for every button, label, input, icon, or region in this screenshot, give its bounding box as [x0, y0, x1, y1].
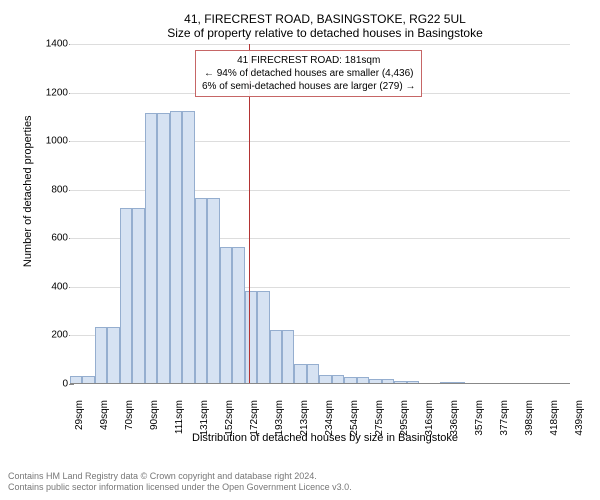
- y-tick-label: 1000: [32, 136, 68, 147]
- y-tick-mark: [69, 384, 74, 385]
- x-tick-label: 29sqm: [74, 400, 85, 430]
- histogram-bar: [182, 111, 194, 383]
- histogram-bar: [344, 377, 356, 383]
- histogram-bar: [282, 330, 294, 383]
- histogram-bar: [382, 379, 394, 383]
- chart-title-line2: Size of property relative to detached ho…: [60, 26, 590, 40]
- x-tick-label: 131sqm: [199, 400, 210, 436]
- histogram-bar: [270, 330, 282, 383]
- histogram-bar: [82, 376, 94, 383]
- x-tick-label: 336sqm: [449, 400, 460, 436]
- x-tick-label: 316sqm: [424, 400, 435, 436]
- histogram-bar: [157, 113, 169, 383]
- x-tick-label: 70sqm: [124, 400, 135, 430]
- histogram-bar: [195, 198, 207, 383]
- x-tick-label: 439sqm: [574, 400, 585, 436]
- y-tick-label: 800: [32, 184, 68, 195]
- y-axis-ticks: 0200400600800100012001400: [32, 44, 68, 383]
- histogram-bar: [70, 376, 82, 383]
- x-tick-label: 275sqm: [374, 400, 385, 436]
- x-tick-label: 49sqm: [99, 400, 110, 430]
- x-tick-label: 418sqm: [549, 400, 560, 436]
- histogram-bar: [207, 198, 219, 383]
- histogram-bar: [257, 291, 269, 383]
- histogram-bar: [132, 208, 144, 383]
- x-tick-label: 172sqm: [249, 400, 260, 436]
- histogram-bar: [394, 381, 406, 383]
- histogram-bar: [319, 375, 331, 384]
- y-tick-label: 600: [32, 233, 68, 244]
- infobox-line1: 41 FIRECREST ROAD: 181sqm: [202, 54, 415, 67]
- y-tick-label: 1400: [32, 39, 68, 50]
- chart-container: 41, FIRECREST ROAD, BASINGSTOKE, RG22 5U…: [60, 12, 590, 428]
- histogram-bar: [332, 375, 344, 384]
- footer-line1: Contains HM Land Registry data © Crown c…: [8, 471, 352, 483]
- footer-attribution: Contains HM Land Registry data © Crown c…: [8, 471, 352, 494]
- footer-line2: Contains public sector information licen…: [8, 482, 352, 494]
- x-tick-label: 357sqm: [474, 400, 485, 436]
- histogram-bar: [407, 381, 419, 383]
- histogram-bar: [232, 247, 244, 383]
- y-tick-label: 0: [32, 379, 68, 390]
- x-tick-label: 213sqm: [299, 400, 310, 436]
- histogram-bar: [307, 364, 319, 383]
- histogram-bar: [453, 382, 465, 383]
- histogram-bar: [440, 382, 452, 383]
- histogram-bar: [170, 111, 182, 383]
- histogram-bar: [120, 208, 132, 383]
- histogram-bar: [369, 379, 381, 383]
- histogram-bar: [357, 377, 369, 383]
- histogram-bar: [95, 327, 107, 383]
- plot-area: Number of detached properties 0200400600…: [70, 44, 570, 384]
- y-tick-label: 1200: [32, 87, 68, 98]
- x-axis-ticks: 29sqm 49sqm 70sqm 90sqm 111sqm 131sqm 152sqm 17…: [70, 398, 570, 438]
- info-box: 41 FIRECREST ROAD: 181sqm ← 94% of detac…: [195, 50, 422, 97]
- x-tick-label: 377sqm: [499, 400, 510, 436]
- histogram-bar: [145, 113, 157, 383]
- histogram-bar: [107, 327, 119, 383]
- infobox-line3: 6% of semi-detached houses are larger (2…: [202, 80, 415, 93]
- x-tick-label: 398sqm: [524, 400, 535, 436]
- x-tick-label: 152sqm: [224, 400, 235, 436]
- y-tick-label: 400: [32, 281, 68, 292]
- histogram-bar: [245, 291, 257, 383]
- x-tick-label: 193sqm: [274, 400, 285, 436]
- chart-title-line1: 41, FIRECREST ROAD, BASINGSTOKE, RG22 5U…: [60, 12, 590, 26]
- infobox-line2: ← 94% of detached houses are smaller (4,…: [202, 67, 415, 80]
- x-tick-label: 234sqm: [324, 400, 335, 436]
- x-tick-label: 90sqm: [149, 400, 160, 430]
- y-tick-label: 200: [32, 330, 68, 341]
- x-tick-label: 295sqm: [399, 400, 410, 436]
- histogram-bar: [294, 364, 306, 383]
- x-tick-label: 111sqm: [174, 400, 185, 434]
- histogram-bar: [220, 247, 232, 383]
- x-tick-label: 254sqm: [349, 400, 360, 436]
